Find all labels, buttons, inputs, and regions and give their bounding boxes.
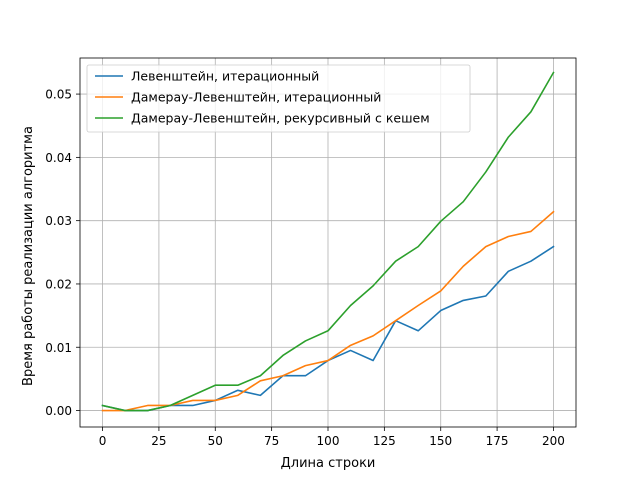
y-tick-label: 0.05: [45, 88, 72, 102]
y-tick-label: 0.03: [45, 214, 72, 228]
legend-label-2: Дамерау-Левенштейн, итерационный: [131, 90, 381, 105]
x-tick-label: 75: [264, 434, 279, 448]
x-tick-label: 200: [542, 434, 565, 448]
x-tick-label: 125: [373, 434, 396, 448]
x-axis-label: Длина строки: [281, 456, 376, 471]
y-tick-label: 0.01: [45, 341, 72, 355]
legend-label-3: Дамерау-Левенштейн, рекурсивный с кешем: [131, 111, 430, 126]
y-tick-label: 0.00: [45, 404, 72, 418]
x-tick-label: 50: [208, 434, 223, 448]
legend: Левенштейн, итерационный Дамерау-Левенште…: [86, 64, 471, 133]
legend-label-1: Левенштейн, итерационный: [131, 69, 319, 84]
series-lines: [101, 71, 555, 412]
x-tick-label: 25: [151, 434, 166, 448]
x-axis-ticks: 0 25 50 75 100 125 150 175 200: [99, 427, 565, 448]
series-line-3: [101, 71, 555, 412]
x-tick-label: 150: [429, 434, 452, 448]
series-line-2: [101, 210, 555, 412]
y-axis-ticks: 0.00 0.01 0.02 0.03 0.04 0.05: [45, 88, 80, 418]
x-tick-label: 100: [317, 434, 340, 448]
legend-box: [86, 64, 471, 133]
y-axis-label: Время работы реализации алгоритма: [21, 126, 36, 386]
x-tick-label: 0: [99, 434, 107, 448]
y-tick-label: 0.02: [45, 277, 72, 291]
x-tick-label: 175: [486, 434, 509, 448]
y-tick-label: 0.04: [45, 151, 72, 165]
